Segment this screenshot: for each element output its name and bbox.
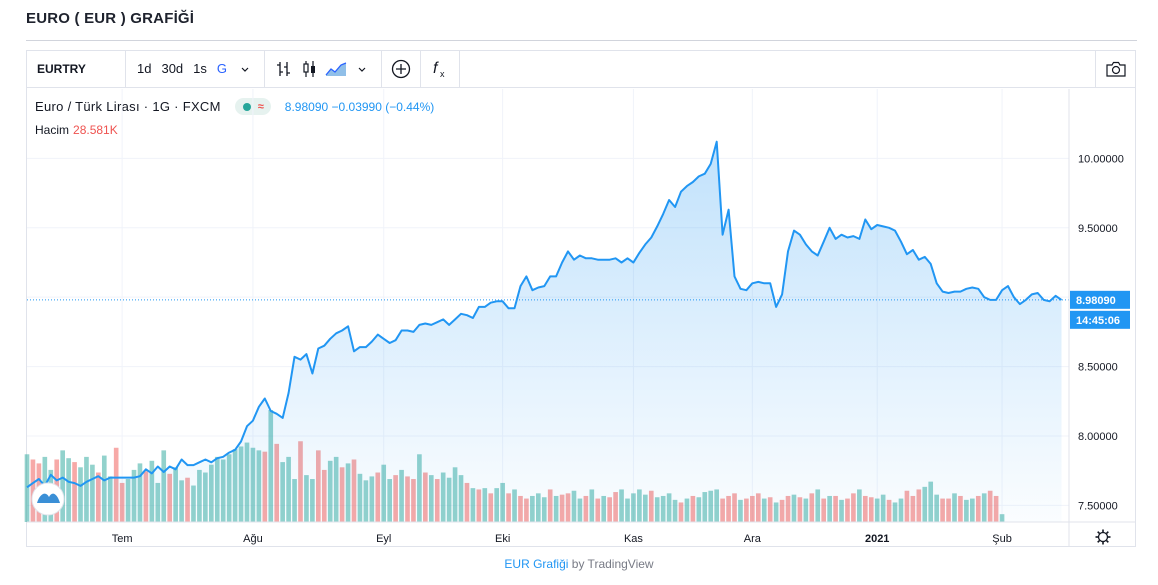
page-title: EURO ( EUR ) GRAFİĞİ (26, 10, 195, 27)
series-name: Euro / Türk Lirası · 1G · FXCM (35, 99, 221, 114)
screenshot-button[interactable] (1095, 50, 1136, 87)
bar-chart-icon[interactable] (271, 56, 297, 82)
x-tick-label: Tem (112, 533, 133, 545)
svg-text:x: x (440, 69, 445, 79)
add-compare-icon[interactable] (388, 56, 414, 82)
footer: EUR Grafiği by TradingView (0, 557, 1158, 571)
gear-tooth (1097, 531, 1101, 535)
symbol-input[interactable]: EURTRY (26, 49, 126, 88)
wave-icon: ≈ (257, 100, 264, 113)
volume-value: 28.581K (73, 123, 118, 137)
svg-text:f: f (433, 60, 439, 77)
interval-1d-button[interactable]: 1d (137, 61, 152, 76)
volume-label: Hacim (35, 123, 70, 137)
last-price-badge (1070, 290, 1130, 309)
y-tick-label: 10.00000 (1078, 153, 1124, 165)
volume-legend: Hacim 28.581K (35, 123, 118, 137)
footer-by[interactable]: by TradingView (571, 557, 654, 571)
x-tick-label: 2021 (865, 533, 889, 545)
compare-group (382, 49, 422, 88)
y-tick-label: 9.50000 (1078, 223, 1118, 235)
interval-30d-button[interactable]: 30d (161, 61, 184, 76)
interval-1s-button[interactable]: 1s (193, 61, 207, 76)
time-label: 14:45:06 (1076, 315, 1120, 327)
logo-shape (37, 493, 60, 503)
price-area (27, 141, 1062, 522)
gear-tooth (1097, 539, 1101, 543)
area-chart-icon[interactable] (323, 56, 349, 82)
camera-icon (1106, 61, 1126, 77)
gear-ring (1097, 531, 1109, 543)
x-tick-label: Eyl (376, 533, 391, 545)
settings-gear-icon[interactable] (1095, 529, 1111, 545)
y-tick-label: 8.50000 (1078, 362, 1118, 374)
gear-tooth (1105, 531, 1109, 535)
candle-chart-icon[interactable] (297, 56, 323, 82)
x-tick-label: Ağu (243, 533, 263, 545)
series-legend: Euro / Türk Lirası · 1G · FXCM ≈ 8.98090… (35, 98, 434, 115)
interval-group: 1d 30d 1s G (126, 49, 266, 88)
x-tick-label: Ara (744, 533, 762, 545)
time-badge (1070, 310, 1130, 329)
x-tick-label: Eki (495, 533, 510, 545)
interval-dropdown-icon[interactable] (232, 56, 258, 82)
x-tick-label: Kas (624, 533, 643, 545)
series-values: 8.98090 −0.03990 (−0.44%) (284, 99, 435, 114)
price-line (26, 140, 1063, 489)
market-open-icon (242, 102, 251, 111)
footer-link[interactable]: EUR Grafiği (504, 557, 569, 571)
y-tick-label: 7.50000 (1078, 500, 1118, 512)
y-tick-label: 8.00000 (1078, 431, 1118, 443)
gear-tooth (1105, 539, 1109, 543)
chart-type-group (265, 49, 383, 88)
tradingview-logo-icon (37, 493, 60, 503)
chart-frame (26, 50, 1136, 547)
x-tick-label: Şub (992, 533, 1012, 545)
title-divider (26, 40, 1137, 41)
interval-g-button[interactable]: G (216, 61, 228, 76)
last-price-label: 8.98090 (1076, 295, 1116, 307)
chart-type-dropdown-icon[interactable] (349, 56, 375, 82)
